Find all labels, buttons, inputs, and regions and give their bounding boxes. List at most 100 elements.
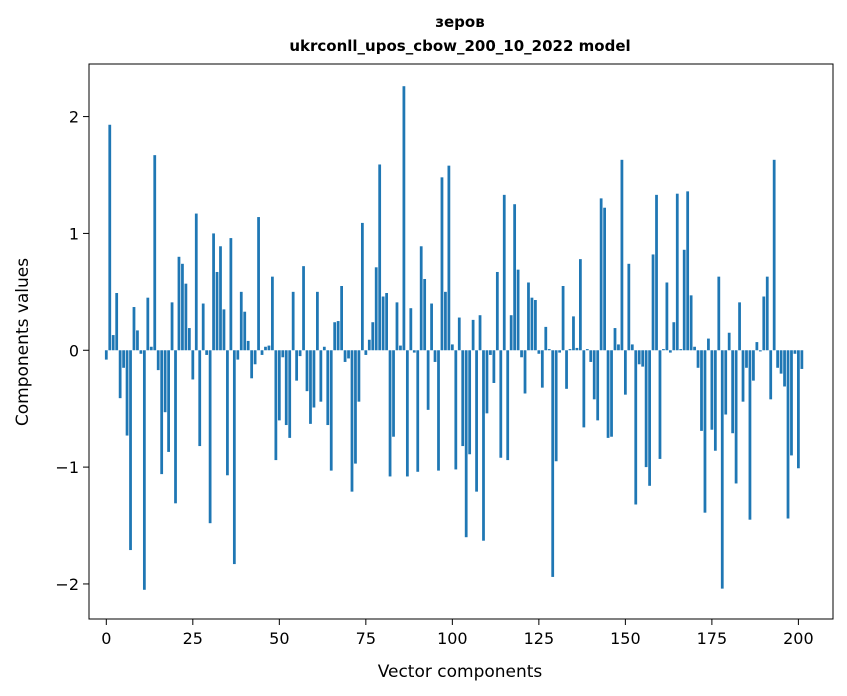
bar bbox=[630, 344, 634, 351]
bar bbox=[565, 350, 568, 389]
x-tick-label: 25 bbox=[183, 629, 203, 648]
bar bbox=[558, 350, 562, 353]
bar bbox=[360, 222, 364, 351]
y-axis-ticks: −2 −1 0 1 2 bbox=[55, 108, 89, 594]
bar bbox=[423, 278, 427, 351]
bar bbox=[720, 350, 724, 589]
bar bbox=[603, 207, 606, 351]
bar bbox=[319, 350, 323, 402]
bar bbox=[163, 350, 167, 413]
x-tick-label: 50 bbox=[269, 629, 289, 648]
bar bbox=[267, 345, 271, 351]
bar bbox=[205, 350, 209, 355]
bar bbox=[623, 350, 627, 395]
bar bbox=[194, 213, 198, 351]
bar bbox=[786, 350, 790, 519]
bar bbox=[679, 349, 683, 351]
bar bbox=[298, 350, 302, 357]
bar bbox=[606, 350, 610, 438]
bar bbox=[731, 350, 735, 434]
bar bbox=[187, 328, 191, 351]
bar bbox=[741, 350, 745, 402]
bar bbox=[198, 350, 202, 447]
bar bbox=[350, 350, 354, 492]
bar bbox=[226, 350, 229, 476]
bar bbox=[447, 165, 451, 351]
bar bbox=[402, 86, 406, 351]
bar bbox=[405, 350, 409, 477]
bar bbox=[468, 350, 472, 455]
bar bbox=[482, 350, 485, 541]
bar bbox=[343, 350, 347, 362]
bar bbox=[274, 350, 278, 461]
y-tick-label: 2 bbox=[69, 108, 79, 127]
bar bbox=[177, 256, 181, 351]
bar bbox=[333, 322, 337, 351]
bar bbox=[104, 350, 108, 360]
bar bbox=[665, 282, 669, 351]
bar bbox=[572, 316, 575, 351]
bar bbox=[516, 269, 520, 351]
bar bbox=[295, 350, 299, 381]
bar bbox=[174, 350, 177, 504]
bar bbox=[433, 350, 437, 362]
bar bbox=[752, 350, 755, 381]
bar bbox=[284, 350, 288, 426]
x-tick-label: 75 bbox=[356, 629, 376, 648]
bar bbox=[440, 177, 444, 351]
bar bbox=[444, 291, 447, 351]
bar bbox=[734, 350, 738, 484]
bar bbox=[471, 319, 475, 351]
bar bbox=[115, 293, 119, 351]
bar bbox=[392, 350, 395, 437]
bar bbox=[302, 266, 305, 351]
bar bbox=[322, 346, 326, 351]
bar bbox=[243, 311, 247, 351]
bar bbox=[776, 350, 780, 368]
bar bbox=[579, 259, 582, 351]
bar bbox=[686, 191, 690, 351]
bar bbox=[530, 297, 534, 351]
bar bbox=[312, 350, 316, 408]
bar bbox=[281, 350, 285, 358]
bar bbox=[568, 349, 572, 351]
bar bbox=[509, 315, 513, 351]
bar bbox=[153, 155, 157, 351]
bar bbox=[582, 350, 586, 428]
chart-title-line2: ukrconll_upos_cbow_200_10_2022 model bbox=[289, 37, 630, 55]
x-tick-label: 150 bbox=[610, 629, 641, 648]
bar bbox=[464, 350, 468, 538]
bar bbox=[793, 350, 797, 354]
bar bbox=[340, 286, 343, 351]
bar bbox=[499, 350, 503, 458]
y-tick-label: 0 bbox=[69, 341, 79, 360]
bar bbox=[589, 350, 593, 362]
bar bbox=[357, 350, 361, 402]
bar bbox=[478, 315, 482, 351]
bar bbox=[738, 302, 741, 351]
bar bbox=[506, 350, 510, 461]
x-tick-label: 175 bbox=[697, 629, 728, 648]
bar bbox=[672, 322, 676, 351]
bar bbox=[288, 350, 292, 438]
bar bbox=[551, 350, 555, 577]
bar bbox=[450, 344, 454, 351]
bar bbox=[682, 249, 686, 351]
bar bbox=[149, 346, 153, 351]
bar bbox=[800, 350, 804, 369]
bar bbox=[212, 233, 215, 351]
bar bbox=[592, 350, 596, 400]
bar bbox=[495, 271, 499, 351]
bar bbox=[748, 350, 752, 520]
bar bbox=[305, 350, 309, 392]
bar bbox=[309, 350, 312, 424]
bar bbox=[534, 300, 537, 351]
bar bbox=[160, 350, 164, 475]
bar bbox=[167, 350, 170, 452]
bar bbox=[364, 350, 368, 355]
bar bbox=[696, 350, 700, 368]
bar bbox=[554, 350, 558, 462]
bar bbox=[208, 350, 212, 524]
bar bbox=[385, 293, 388, 351]
